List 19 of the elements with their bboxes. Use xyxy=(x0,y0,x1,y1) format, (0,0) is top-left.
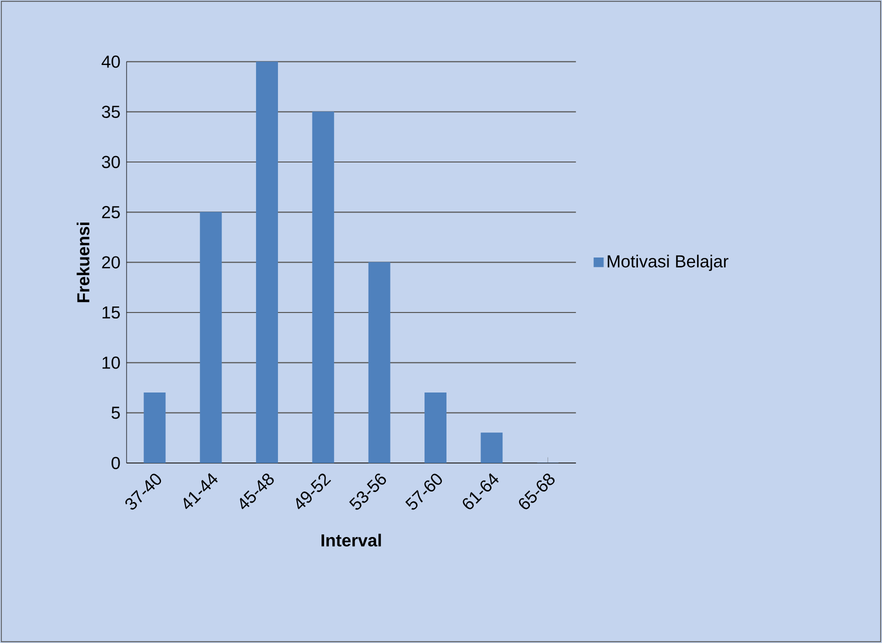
bar xyxy=(368,262,390,463)
legend-label: Motivasi Belajar xyxy=(608,254,728,271)
bar xyxy=(144,392,166,463)
bar xyxy=(424,392,446,463)
bar xyxy=(312,112,334,463)
y-tick-label: 20 xyxy=(102,256,120,268)
y-tick-label: 0 xyxy=(112,456,120,470)
y-tick-label: 15 xyxy=(102,306,120,319)
y-tick-label: 5 xyxy=(112,406,120,419)
bar xyxy=(200,212,222,463)
x-axis-title: Interval xyxy=(322,534,381,547)
y-axis-title: Frekuensi xyxy=(76,222,90,302)
y-tick-label: 30 xyxy=(102,156,120,168)
y-tick-label: 35 xyxy=(102,106,120,118)
y-tick-label: 10 xyxy=(102,356,120,369)
bar xyxy=(256,62,278,463)
bar xyxy=(480,432,503,463)
y-tick-label: 40 xyxy=(102,56,120,68)
y-tick-label: 25 xyxy=(102,206,120,218)
